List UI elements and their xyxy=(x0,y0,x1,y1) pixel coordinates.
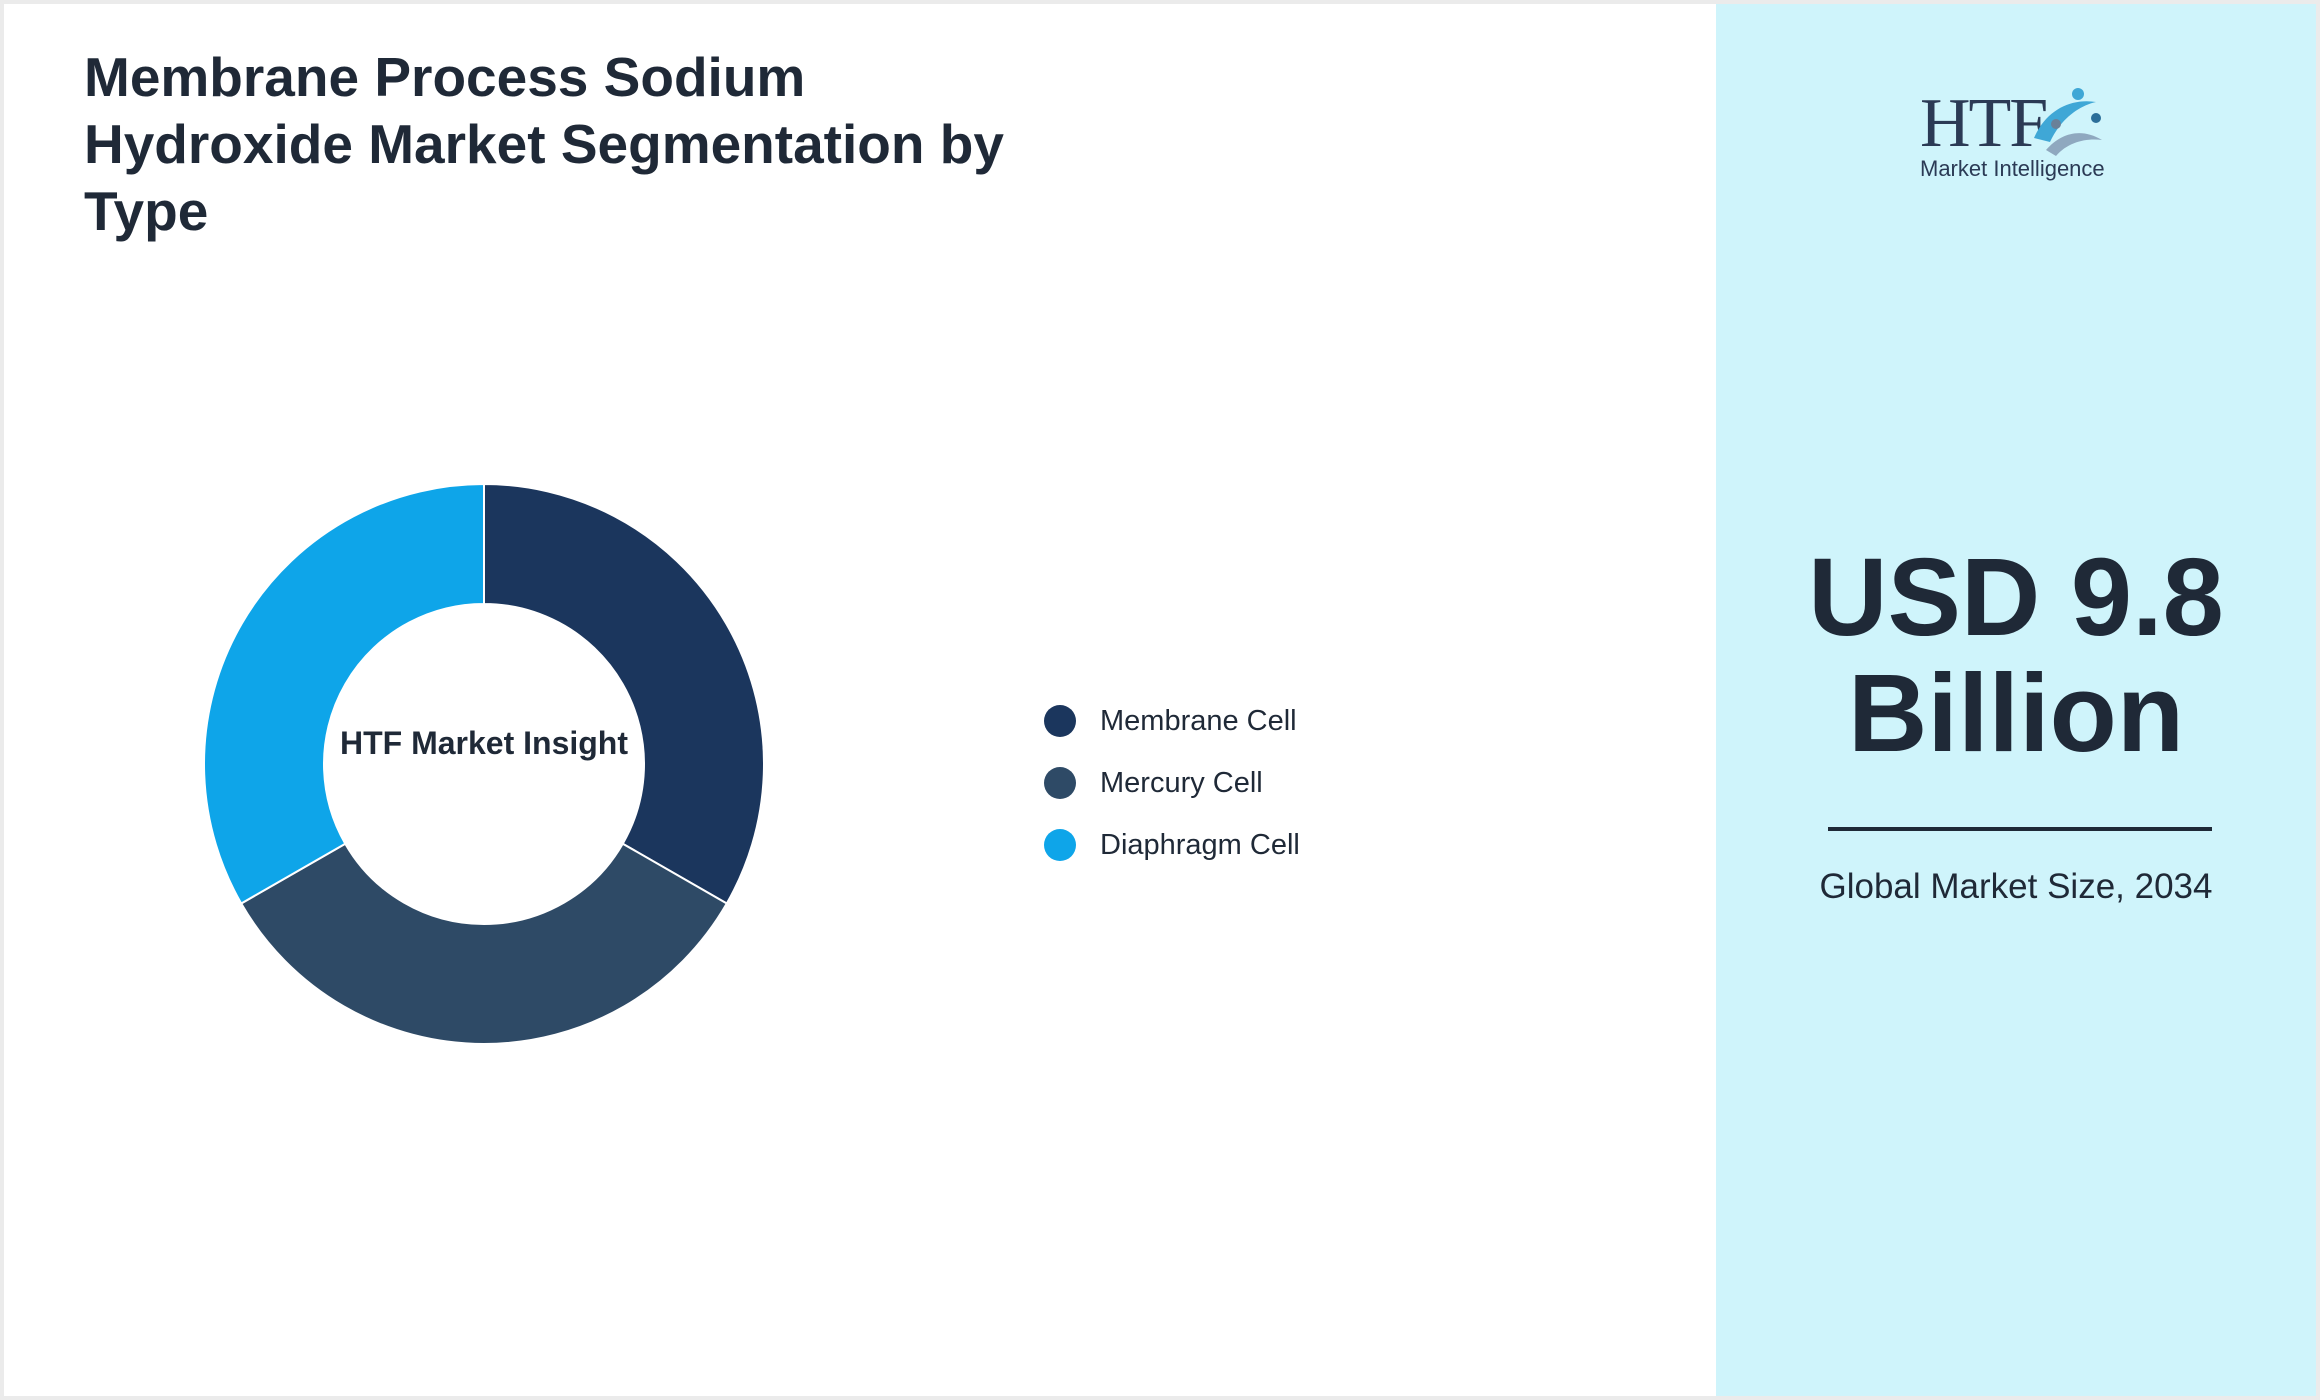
donut-chart xyxy=(184,464,784,1064)
legend-item-membrane-cell: Membrane Cell xyxy=(1044,690,1524,752)
page-frame: Membrane Process Sodium Hydroxide Market… xyxy=(4,4,2316,1396)
logo-subtitle: Market Intelligence xyxy=(1920,156,2105,181)
logo-swoosh-icon xyxy=(2034,88,2102,156)
market-size-value: USD 9.8 Billion xyxy=(1808,536,2224,775)
donut-slice-diaphragm-cell xyxy=(203,482,485,905)
legend-swatch-diaphragm-cell xyxy=(1044,829,1076,861)
legend-label-diaphragm-cell: Diaphragm Cell xyxy=(1100,828,1300,861)
legend-item-diaphragm-cell: Diaphragm Cell xyxy=(1044,814,1524,876)
page-title: Membrane Process Sodium Hydroxide Market… xyxy=(84,46,1004,242)
donut-slice-membrane-cell xyxy=(483,482,765,905)
summary-divider xyxy=(1828,827,2212,831)
logo-letters: HTF xyxy=(1920,85,2048,162)
market-size-caption: Global Market Size, 2034 xyxy=(1819,867,2213,906)
legend-item-mercury-cell: Mercury Cell xyxy=(1044,752,1524,814)
legend-swatch-membrane-cell xyxy=(1044,705,1076,737)
donut-center-label: HTF Market Insight xyxy=(339,725,628,761)
legend-label-membrane-cell: Membrane Cell xyxy=(1100,704,1297,737)
chart-legend: Membrane Cell Mercury Cell Diaphragm Cel… xyxy=(1044,690,1524,876)
htf-logo: HTF Market Intelligence xyxy=(1916,80,2116,190)
donut-chart-svg xyxy=(203,482,765,1045)
donut-slice-mercury-cell xyxy=(239,842,729,1045)
summary-panel: HTF Market Intelligence USD 9.8 Billion … xyxy=(1716,4,2316,1396)
chart-panel: Membrane Process Sodium Hydroxide Market… xyxy=(4,4,1716,1396)
legend-label-mercury-cell: Mercury Cell xyxy=(1100,766,1263,799)
legend-swatch-mercury-cell xyxy=(1044,767,1076,799)
